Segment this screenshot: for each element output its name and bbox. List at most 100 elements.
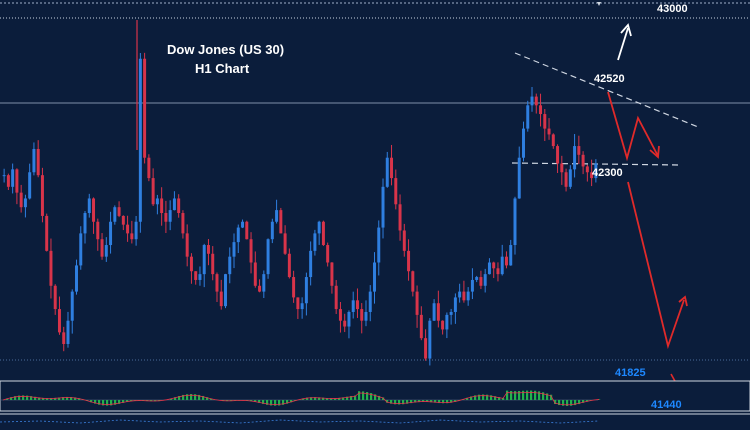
candle-bear [15, 169, 19, 193]
candle-bull [381, 186, 385, 228]
oscillator-bar [574, 400, 577, 406]
oscillator-bar [62, 397, 65, 400]
candle-bear [6, 175, 10, 187]
candle-bull [104, 245, 108, 257]
candle-bear [556, 146, 560, 164]
oscillator-bar [210, 398, 213, 400]
candle-bear [279, 210, 283, 234]
oscillator-bar [378, 395, 381, 400]
candle-bull [66, 320, 70, 344]
oscillator-bar [10, 397, 13, 400]
candle-bull [266, 239, 270, 275]
candle-bear [53, 285, 57, 310]
oscillator-bar [178, 395, 181, 400]
candle-bear [360, 309, 364, 321]
oscillator-bar [466, 397, 469, 400]
candle-bull [270, 221, 274, 240]
candle-bull [172, 198, 176, 211]
candle-bear [245, 221, 249, 240]
candle-bear [164, 213, 168, 222]
oscillator-bar [490, 395, 493, 400]
candle-bull [428, 320, 432, 359]
candle-bull [228, 256, 232, 275]
oscillator-bar [510, 391, 513, 400]
candle-bear [590, 172, 594, 179]
oscillator-bar [426, 400, 429, 402]
candle-bear [117, 207, 121, 216]
oscillator-bar [486, 394, 489, 400]
candle-bear [424, 338, 428, 359]
candle-bear [292, 277, 296, 298]
oscillator-bar [318, 397, 321, 400]
oscillator-bar [390, 400, 393, 404]
oscillator-bar [326, 398, 329, 400]
candle-bull [75, 265, 78, 292]
candle-bear [219, 291, 223, 307]
oscillator-bar [22, 395, 25, 400]
candle-bull [113, 207, 117, 222]
candle-bear [564, 172, 568, 187]
candle-bull [385, 157, 389, 187]
oscillator-bar [430, 400, 433, 403]
oscillator-bar [374, 394, 377, 400]
candle-bear [534, 96, 538, 106]
candle-bear [249, 239, 253, 263]
oscillator-bar [274, 400, 277, 406]
zigzag-arrow-red-icon [607, 91, 660, 162]
oscillator-bar [362, 391, 365, 400]
oscillator-bar [566, 400, 569, 406]
big-zigzag-arrow-red-icon [627, 181, 688, 350]
oscillator-bar [450, 400, 453, 403]
oscillator-bar [494, 396, 497, 400]
oscillator-bar [18, 395, 21, 400]
candle-bull [23, 198, 27, 208]
oscillator-bar [382, 397, 385, 400]
candle-bull [432, 303, 436, 321]
oscillator-bar [114, 400, 117, 405]
oscillator-bar [282, 400, 285, 405]
oscillator-bar [502, 397, 505, 400]
candle-bear [581, 154, 585, 167]
candle-bear [415, 291, 419, 315]
candlestick-series [2, 20, 598, 366]
oscillator-bar [334, 398, 337, 400]
oscillator-bar [562, 400, 565, 406]
chart-title: Dow Jones (US 30) [167, 42, 284, 57]
oscillator-bar [94, 400, 97, 404]
oscillator-histogram [6, 390, 601, 406]
candle-bull [517, 157, 521, 199]
oscillator-bar [30, 396, 33, 400]
oscillator-bar [302, 398, 305, 400]
price-label-41825: 41825 [615, 367, 646, 379]
candle-bear [130, 233, 134, 240]
oscillator-bar [582, 400, 585, 403]
oscillator-bar [270, 400, 273, 406]
oscillator-bar [518, 391, 521, 400]
oscillator-bar [498, 397, 501, 400]
candle-bull [522, 128, 525, 158]
oscillator-bar [278, 400, 281, 406]
oscillator-bar [578, 400, 581, 405]
candle-bear [436, 303, 440, 321]
oscillator-bar [258, 400, 261, 403]
oscillator-bar [442, 400, 445, 404]
candle-bear [402, 230, 406, 251]
candle-bear [177, 198, 181, 214]
candle-bear [343, 320, 347, 327]
candle-bull [530, 96, 534, 106]
oscillator-bar [534, 390, 537, 400]
oscillator-bar [54, 397, 57, 400]
candle-bull [351, 300, 355, 312]
candle-bull [70, 291, 74, 321]
oscillator-bar [402, 400, 405, 405]
oscillator-bar [66, 396, 69, 400]
oscillator-bar [182, 394, 185, 400]
candle-bull [198, 274, 202, 280]
candle-bull [568, 169, 572, 187]
candle-bull [594, 163, 598, 179]
candle-bull [466, 291, 470, 301]
candle-bear [394, 178, 398, 205]
oscillator-bar [418, 400, 421, 403]
oscillator-bar [526, 390, 529, 400]
candle-bear [19, 192, 23, 208]
